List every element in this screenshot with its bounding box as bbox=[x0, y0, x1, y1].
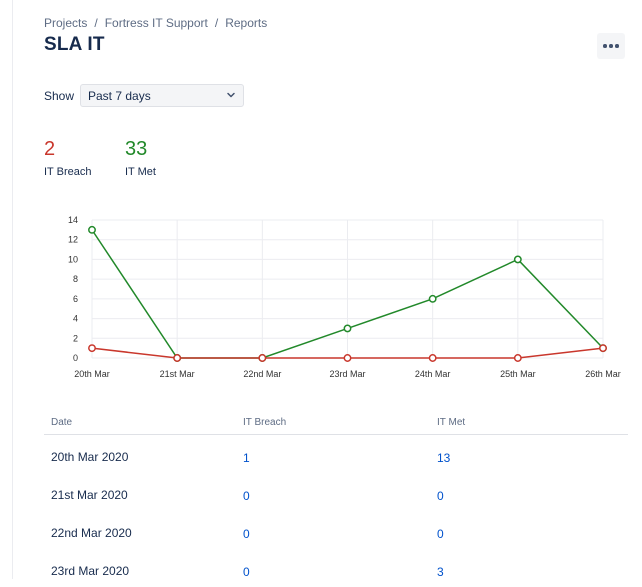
cell-met: 0 bbox=[437, 489, 444, 503]
cell-met: 13 bbox=[437, 451, 451, 465]
chevron-down-icon bbox=[227, 92, 235, 98]
cell-met: 0 bbox=[437, 527, 444, 541]
breadcrumb: Projects / Fortress IT Support / Reports bbox=[44, 16, 267, 30]
cell-breach: 0 bbox=[243, 489, 250, 503]
y-tick-label: 10 bbox=[68, 254, 78, 264]
y-tick-label: 4 bbox=[73, 314, 78, 324]
table-row: 23rd Mar 2020 0 3 bbox=[44, 549, 628, 587]
x-tick-label: 20th Mar bbox=[74, 369, 110, 379]
cell-breach: 0 bbox=[243, 565, 250, 579]
breadcrumb-project[interactable]: Fortress IT Support bbox=[104, 16, 208, 30]
x-tick-label: 25th Mar bbox=[500, 369, 536, 379]
data-point-met bbox=[428, 294, 437, 303]
cell-date: 22nd Mar 2020 bbox=[51, 526, 132, 540]
cell-met: 3 bbox=[437, 565, 444, 579]
y-tick-label: 8 bbox=[73, 274, 78, 284]
data-point-breach bbox=[173, 354, 182, 362]
data-point-met bbox=[513, 255, 522, 264]
x-tick-label: 21st Mar bbox=[160, 369, 195, 379]
left-divider bbox=[0, 0, 13, 579]
more-horizontal-icon-dot bbox=[615, 44, 619, 48]
data-point-breach bbox=[513, 354, 522, 362]
cell-date: 20th Mar 2020 bbox=[51, 450, 129, 464]
data-point-breach bbox=[258, 354, 267, 362]
stat-met-value: 33 bbox=[125, 138, 148, 160]
page-title: SLA IT bbox=[44, 34, 105, 55]
stat-met-label: IT Met bbox=[125, 166, 156, 178]
cell-breach: 0 bbox=[243, 527, 250, 541]
more-horizontal-icon-dot bbox=[609, 44, 613, 48]
x-tick-label: 22nd Mar bbox=[243, 369, 281, 379]
table-row: 20th Mar 2020 1 13 bbox=[44, 435, 628, 473]
data-point-breach bbox=[88, 344, 96, 353]
data-point-breach bbox=[599, 344, 607, 353]
stat-it-met: 33 IT Met bbox=[125, 137, 156, 178]
data-point-met bbox=[343, 324, 352, 333]
data-point-breach bbox=[428, 354, 437, 362]
cell-date: 23rd Mar 2020 bbox=[51, 564, 130, 578]
table-header: Date IT Breach IT Met bbox=[44, 409, 628, 435]
breadcrumb-separator: / bbox=[214, 16, 219, 30]
table-row: 22nd Mar 2020 0 0 bbox=[44, 511, 628, 549]
y-tick-label: 0 bbox=[73, 353, 78, 363]
table-row: 21st Mar 2020 0 0 bbox=[44, 473, 628, 511]
cell-breach: 1 bbox=[243, 451, 250, 465]
header-it-breach: IT Breach bbox=[243, 417, 287, 428]
x-tick-label: 23rd Mar bbox=[329, 369, 365, 379]
y-tick-label: 2 bbox=[73, 333, 78, 343]
x-tick-label: 26th Mar bbox=[585, 369, 621, 379]
more-horizontal-icon bbox=[603, 44, 607, 48]
data-point-met bbox=[88, 225, 96, 234]
data-point-breach bbox=[343, 354, 352, 362]
cell-date: 21st Mar 2020 bbox=[51, 488, 128, 502]
breadcrumb-separator: / bbox=[94, 16, 98, 30]
stat-it-breach: 2 IT Breach bbox=[44, 137, 92, 178]
more-actions-button[interactable] bbox=[597, 33, 625, 59]
time-range-select[interactable]: Past 7 days bbox=[80, 84, 244, 107]
header-date: Date bbox=[51, 417, 73, 428]
y-tick-label: 14 bbox=[68, 215, 78, 225]
sla-line-chart: 0 2 4 6 8 10 12 14 20th Mar 21st Mar 22nd Mar 23rd … bbox=[68, 215, 621, 379]
breadcrumb-reports[interactable]: Reports bbox=[225, 16, 268, 30]
time-range-value: Past 7 days bbox=[88, 88, 151, 103]
y-tick-label: 12 bbox=[68, 235, 78, 245]
header-it-met: IT Met bbox=[437, 417, 466, 428]
stat-breach-label: IT Breach bbox=[44, 166, 92, 178]
y-tick-label: 6 bbox=[73, 294, 78, 304]
sla-table: Date IT Breach IT Met 20th Mar 2020 1 13… bbox=[44, 409, 628, 587]
stat-breach-value: 2 bbox=[44, 138, 56, 160]
breadcrumb-projects[interactable]: Projects bbox=[44, 16, 88, 30]
x-tick-label: 24th Mar bbox=[415, 369, 451, 379]
show-label: Show bbox=[44, 89, 75, 103]
